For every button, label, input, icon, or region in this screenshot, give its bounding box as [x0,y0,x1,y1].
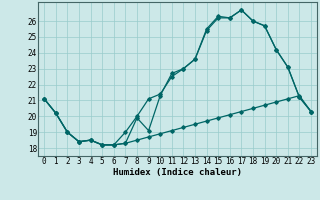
X-axis label: Humidex (Indice chaleur): Humidex (Indice chaleur) [113,168,242,177]
